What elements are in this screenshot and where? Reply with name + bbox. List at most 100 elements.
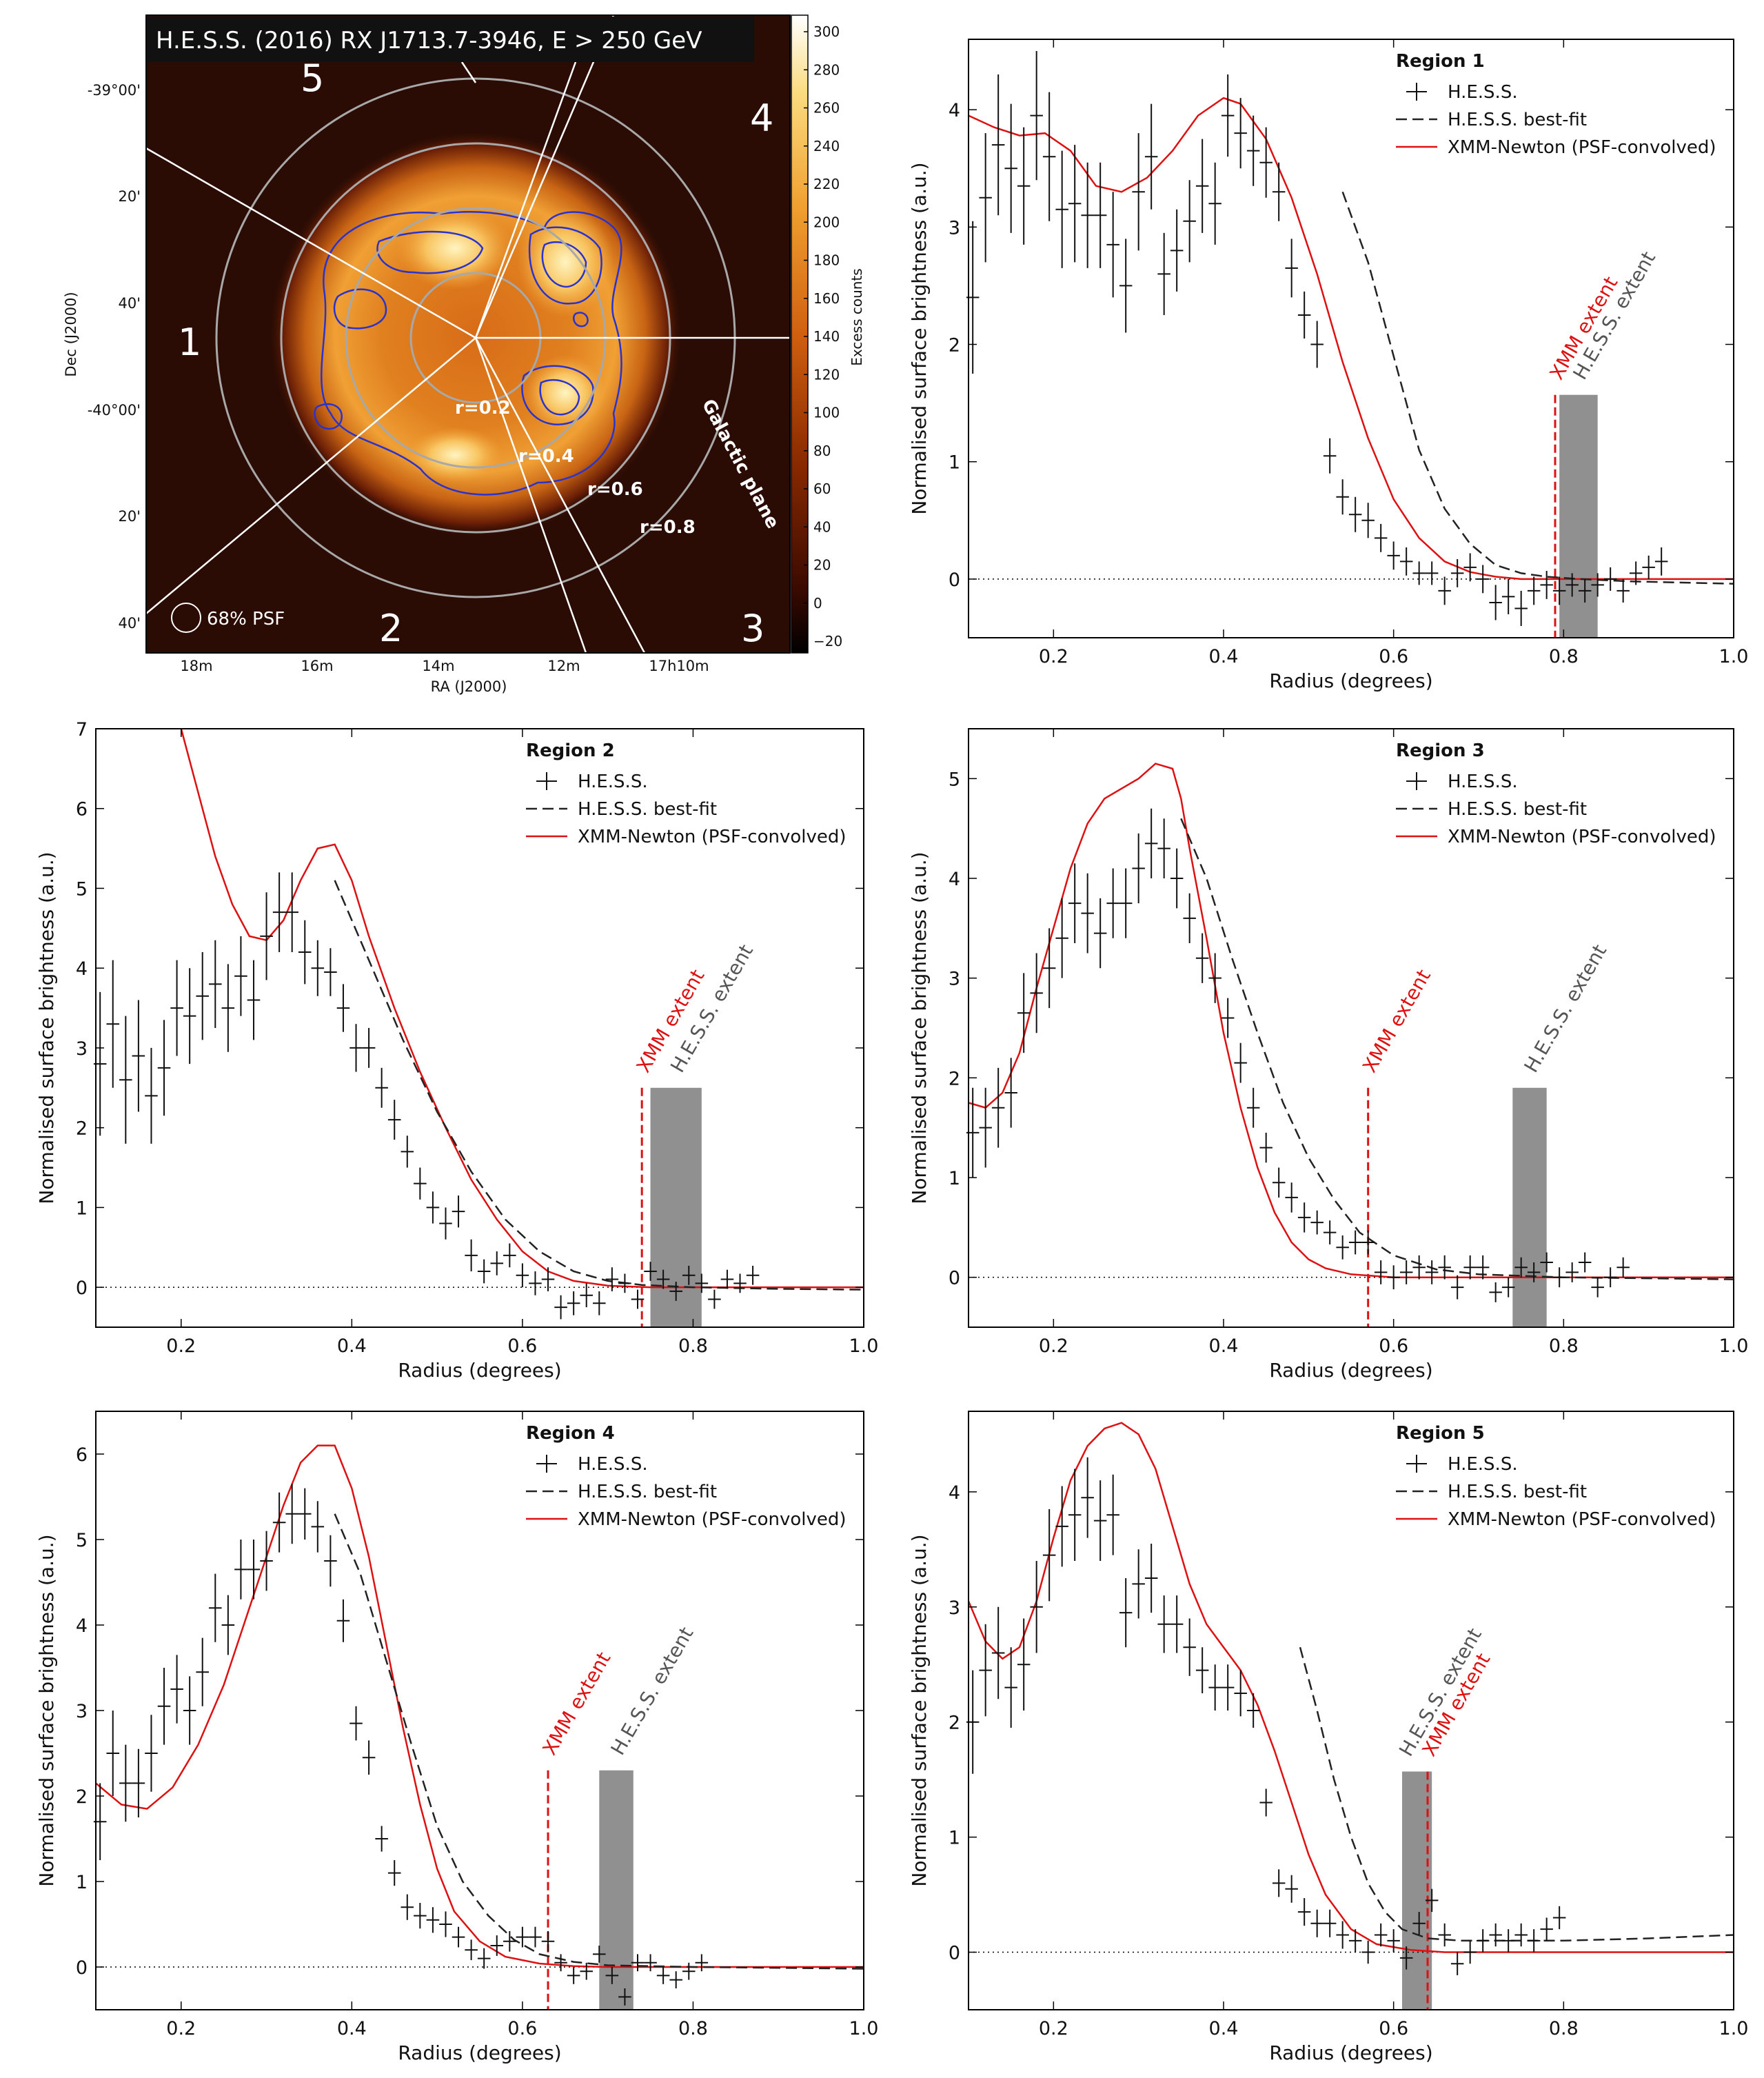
hess-data-point <box>324 1535 337 1587</box>
legend-label: XMM-Newton (PSF-convolved) <box>1448 1509 1716 1530</box>
hess-data-point <box>247 960 261 1040</box>
hess-data-point <box>1285 239 1298 298</box>
hess-data-point <box>1017 127 1031 245</box>
hess-data-point <box>221 1595 235 1655</box>
region-boundary-line <box>474 61 577 339</box>
legend-label: H.E.S.S. best-fit <box>578 799 717 820</box>
y-tick-label: 3 <box>949 1597 960 1619</box>
colorbar-tick-label: 220 <box>813 176 840 192</box>
hess-data-point <box>426 1191 440 1224</box>
hess-data-point <box>119 1744 132 1822</box>
hess-data-point <box>477 1948 491 1969</box>
colorbar-tick-label: 140 <box>813 328 840 345</box>
hess-data-point <box>580 1962 594 1980</box>
y-axis-label: Normalised surface brightness (a.u.) <box>908 1534 931 1886</box>
y-tick-label: 4 <box>949 100 960 121</box>
ra-axis-label: RA (J2000) <box>431 678 507 695</box>
region-boundary-line <box>474 337 646 653</box>
hess-data-point <box>1463 553 1477 582</box>
legend-label: H.E.S.S. best-fit <box>1448 110 1587 130</box>
x-axis-label: Radius (degrees) <box>1269 669 1432 692</box>
x-axis-label: Radius (degrees) <box>398 1359 561 1382</box>
hess-data-point <box>1591 573 1604 597</box>
hess-data-point <box>1030 51 1043 181</box>
y-tick-label: 3 <box>76 1038 88 1060</box>
hess-data-point <box>1501 1277 1515 1298</box>
skymap-axes: 18m 16m 14m 12m 17h10m RA (J2000) -39°00… <box>63 82 709 695</box>
y-tick-label: 3 <box>76 1701 88 1722</box>
ra-tick-label: 14m <box>422 658 454 674</box>
dec-tick-label: 40' <box>119 615 141 632</box>
y-tick-label: 5 <box>949 769 960 790</box>
y-tick-label: 5 <box>76 878 88 900</box>
profile-panel-region-2: 0.2 0.4 0.6 0.8 1.0 0 1 2 3 4 5 6 7 Radius (degrees) N… <box>35 719 878 1382</box>
x-tick-label: 1.0 <box>849 2018 879 2039</box>
hess-data-point <box>1476 1929 1490 1953</box>
hess-data-point <box>234 1540 247 1600</box>
hess-data-point <box>414 1167 427 1200</box>
hess-data-point <box>477 1259 491 1284</box>
hess-data-point <box>1285 1875 1298 1903</box>
hess-data-point <box>1170 209 1184 292</box>
y-tick-label: 2 <box>76 1118 88 1140</box>
hess-data-point <box>1463 1255 1477 1280</box>
hess-data-point <box>119 1016 132 1144</box>
hess-data-point <box>1399 1946 1413 1970</box>
hess-data-point <box>1004 103 1017 233</box>
y-tick-label: 2 <box>949 335 960 356</box>
hess-data-point <box>554 1954 567 1972</box>
hess-data-point <box>260 1531 273 1591</box>
y-tick-label: 1 <box>949 1828 960 1849</box>
hess-data-point <box>170 1655 183 1724</box>
hess-data-point <box>1093 1480 1107 1561</box>
x-tick-label: 0.6 <box>1379 2018 1408 2039</box>
hess-data-point <box>1259 127 1273 198</box>
hess-data-point <box>1157 232 1170 315</box>
x-tick-label: 1.0 <box>1719 646 1749 667</box>
legend: H.E.S.S. H.E.S.S. best-fit XMM-Newton (PSF… <box>1396 1454 1716 1530</box>
hess-data-point <box>1374 1260 1388 1284</box>
y-tick-label: 0 <box>949 1943 960 1964</box>
hess-data-point <box>1425 1260 1439 1284</box>
region-number-label: 3 <box>741 607 764 650</box>
x-tick-label: 0.2 <box>1039 646 1068 667</box>
xmm-curve <box>180 728 864 1289</box>
hess-data-point <box>1387 541 1400 570</box>
legend-label: H.E.S.S. <box>1448 82 1518 103</box>
xmm-curve <box>95 1444 864 1968</box>
hess-data-point <box>157 1668 171 1745</box>
hess-data-point <box>1208 1664 1221 1711</box>
ra-tick-label: 16m <box>301 658 333 674</box>
hess-data-point <box>1234 1670 1247 1717</box>
hess-data-point <box>196 952 210 1040</box>
x-tick-label: 0.2 <box>166 1335 196 1357</box>
legend-label: XMM-Newton (PSF-convolved) <box>1448 827 1716 847</box>
hess-data-point <box>1527 576 1541 605</box>
hess-data-point <box>1361 1230 1375 1255</box>
y-tick-label: 3 <box>949 969 960 990</box>
dec-tick-label: 40' <box>119 295 141 312</box>
hess-data-point <box>106 960 120 1088</box>
x-tick-label: 0.8 <box>678 2018 708 2039</box>
hess-data-point <box>298 920 312 985</box>
hess-data-point <box>1438 1255 1451 1280</box>
hess-data-point <box>656 1967 670 1984</box>
colorbar-tick-label: 180 <box>813 252 840 269</box>
plot-frame <box>95 1411 864 2010</box>
hess-data-point <box>1106 868 1119 938</box>
x-tick-label: 0.4 <box>337 1335 367 1357</box>
hess-data-point <box>1438 576 1451 605</box>
y-tick-label: 0 <box>949 569 960 591</box>
skymap-title: H.E.S.S. (2016) RX J1713.7-3946, E > 250… <box>156 27 702 54</box>
colorbar <box>791 14 809 654</box>
hess-data-point <box>991 1606 1005 1699</box>
region-boundary-line <box>474 15 615 339</box>
hess-data-point <box>979 1624 992 1717</box>
hess-data-point <box>1348 1230 1362 1255</box>
plot-frame <box>968 39 1734 638</box>
hess-data-point <box>669 1971 682 1988</box>
profile-panel-region-5: 0.2 0.4 0.6 0.8 1.0 0 1 2 3 4 Radius (degrees) Norm… <box>908 1411 1748 2064</box>
hess-data-point <box>1310 1210 1324 1235</box>
hess-data-point <box>1323 438 1337 474</box>
colorbar-tick-label: 80 <box>813 443 831 459</box>
